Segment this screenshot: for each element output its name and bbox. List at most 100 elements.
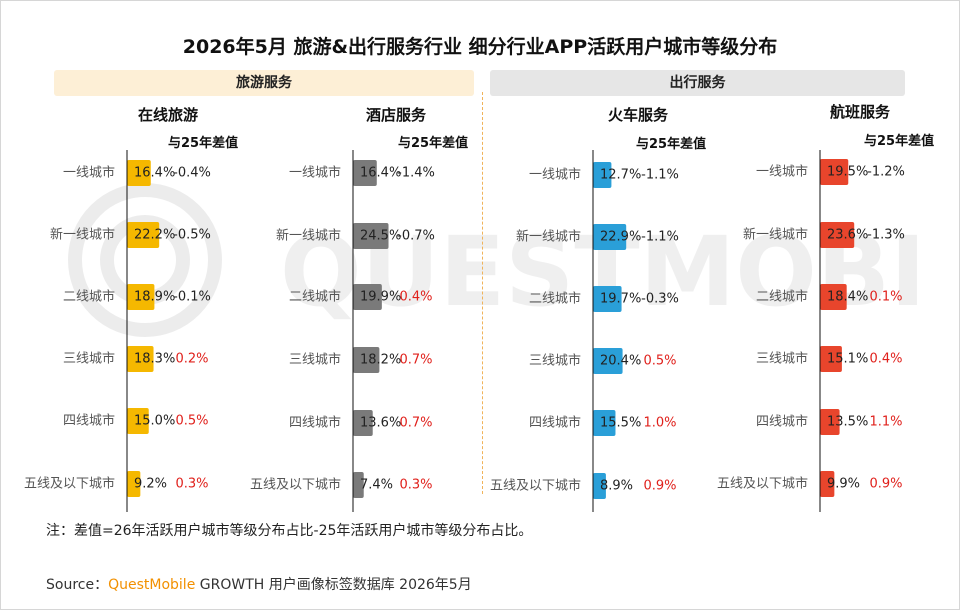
value-label-train-4: 20.4% xyxy=(600,354,641,369)
category-label-hotel-3: 二线城市 xyxy=(289,289,341,305)
diff-header-flight: 与25年差值 xyxy=(864,134,935,149)
diff-label-train-2: -1.1% xyxy=(641,230,679,245)
diff-label-train-6: 0.9% xyxy=(643,479,676,494)
diff-label-flight-4: 0.4% xyxy=(869,352,902,367)
bar-hotel-6 xyxy=(353,472,364,498)
value-label-hotel-3: 19.9% xyxy=(360,290,401,305)
bar-online-travel-2 xyxy=(127,222,160,248)
bar-flight-4 xyxy=(820,346,842,372)
category-label-train-4: 三线城市 xyxy=(529,353,581,369)
value-label-online-travel-3: 18.9% xyxy=(134,290,175,305)
footnote: 注：差值=26年活跃用户城市等级分布占比-25年活跃用户城市等级分布占比。 xyxy=(46,523,533,539)
group-header-mobility: 出行服务 xyxy=(490,70,905,96)
diff-label-flight-2: -1.3% xyxy=(867,228,905,243)
bar-online-travel-3 xyxy=(127,284,155,310)
diff-label-flight-5: 1.1% xyxy=(869,415,902,430)
category-label-flight-1: 一线城市 xyxy=(756,164,808,180)
category-label-train-6: 五线及以下城市 xyxy=(490,478,581,494)
category-label-flight-3: 二线城市 xyxy=(756,289,808,305)
bar-hotel-5 xyxy=(353,410,373,436)
category-label-hotel-4: 三线城市 xyxy=(289,352,341,368)
value-label-train-5: 15.5% xyxy=(600,416,641,431)
category-label-online-travel-1: 一线城市 xyxy=(63,165,115,181)
bar-online-travel-6 xyxy=(127,471,141,497)
bar-train-6 xyxy=(593,473,606,499)
category-label-online-travel-2: 新一线城市 xyxy=(50,227,115,243)
diff-label-online-travel-5: 0.5% xyxy=(175,414,208,429)
value-label-train-6: 8.9% xyxy=(600,479,633,494)
group-header-travel: 旅游服务 xyxy=(54,70,474,96)
bar-online-travel-4 xyxy=(127,346,154,372)
chart-title: 2026年5月 旅游&出行服务行业 细分行业APP活跃用户城市等级分布 xyxy=(182,36,778,58)
value-label-train-1: 12.7% xyxy=(600,168,641,183)
bar-hotel-3 xyxy=(353,284,382,310)
category-label-hotel-2: 新一线城市 xyxy=(276,228,341,244)
category-label-hotel-6: 五线及以下城市 xyxy=(250,477,341,493)
category-label-flight-2: 新一线城市 xyxy=(743,227,808,243)
diff-header-train: 与25年差值 xyxy=(636,137,707,152)
bar-hotel-1 xyxy=(353,160,377,186)
value-label-hotel-6: 7.4% xyxy=(360,478,393,493)
bar-flight-3 xyxy=(820,284,847,310)
value-label-flight-2: 23.6% xyxy=(827,228,868,243)
diff-label-flight-6: 0.9% xyxy=(869,477,902,492)
panel-title-online-travel: 在线旅游 xyxy=(138,106,199,124)
diff-label-hotel-1: -1.4% xyxy=(397,166,435,181)
bar-hotel-2 xyxy=(353,223,389,249)
diff-label-train-3: -0.3% xyxy=(641,292,679,307)
value-label-hotel-4: 18.2% xyxy=(360,353,401,368)
diff-header-online-travel: 与25年差值 xyxy=(168,136,239,151)
category-label-train-3: 二线城市 xyxy=(529,291,581,307)
diff-label-hotel-3: 0.4% xyxy=(399,290,432,305)
value-label-train-2: 22.9% xyxy=(600,230,641,245)
diff-label-flight-3: 0.1% xyxy=(869,290,902,305)
source-line: Source：QuestMobile GROWTH 用户画像标签数据库 2026… xyxy=(46,574,472,594)
diff-label-online-travel-2: -0.5% xyxy=(173,228,211,243)
bar-train-4 xyxy=(593,348,623,374)
value-label-hotel-1: 16.4% xyxy=(360,166,401,181)
panel-title-flight: 航班服务 xyxy=(830,103,891,121)
source-suffix: GROWTH 用户画像标签数据库 2026年5月 xyxy=(195,577,472,593)
diff-label-hotel-4: 0.7% xyxy=(399,353,432,368)
panel-title-hotel: 酒店服务 xyxy=(366,106,427,124)
source-prefix: Source： xyxy=(46,577,109,593)
bar-flight-6 xyxy=(820,471,835,497)
value-label-online-travel-5: 15.0% xyxy=(134,414,175,429)
value-label-train-3: 19.7% xyxy=(600,292,641,307)
category-label-flight-5: 四线城市 xyxy=(756,414,808,430)
diff-label-online-travel-4: 0.2% xyxy=(175,352,208,367)
bar-hotel-4 xyxy=(353,347,380,373)
category-label-train-1: 一线城市 xyxy=(529,167,581,183)
value-label-hotel-5: 13.6% xyxy=(360,416,401,431)
source-brand: QuestMobile xyxy=(108,577,196,593)
bar-train-5 xyxy=(593,410,616,436)
bar-online-travel-1 xyxy=(127,160,151,186)
diff-label-hotel-2: -0.7% xyxy=(397,229,435,244)
bar-flight-1 xyxy=(820,159,849,185)
category-label-train-2: 新一线城市 xyxy=(516,229,581,245)
category-label-online-travel-4: 三线城市 xyxy=(63,351,115,367)
diff-label-train-5: 1.0% xyxy=(643,416,676,431)
category-label-online-travel-3: 二线城市 xyxy=(63,289,115,305)
diff-label-online-travel-6: 0.3% xyxy=(175,477,208,492)
value-label-flight-6: 9.9% xyxy=(827,477,860,492)
group-divider xyxy=(482,92,483,494)
value-label-online-travel-6: 9.2% xyxy=(134,477,167,492)
category-label-hotel-1: 一线城市 xyxy=(289,165,341,181)
category-label-online-travel-6: 五线及以下城市 xyxy=(24,476,115,492)
value-label-online-travel-1: 16.4% xyxy=(134,166,175,181)
value-label-flight-5: 13.5% xyxy=(827,415,868,430)
category-label-flight-4: 三线城市 xyxy=(756,351,808,367)
category-label-hotel-5: 四线城市 xyxy=(289,415,341,431)
diff-label-hotel-6: 0.3% xyxy=(399,478,432,493)
diff-label-train-4: 0.5% xyxy=(643,354,676,369)
bar-flight-2 xyxy=(820,222,855,248)
value-label-flight-1: 19.5% xyxy=(827,165,868,180)
diff-header-hotel: 与25年差值 xyxy=(398,136,469,151)
bar-online-travel-5 xyxy=(127,408,149,434)
panel-title-train: 火车服务 xyxy=(608,106,669,124)
bar-train-3 xyxy=(593,286,622,312)
diff-label-hotel-5: 0.7% xyxy=(399,416,432,431)
category-label-flight-6: 五线及以下城市 xyxy=(717,476,808,492)
